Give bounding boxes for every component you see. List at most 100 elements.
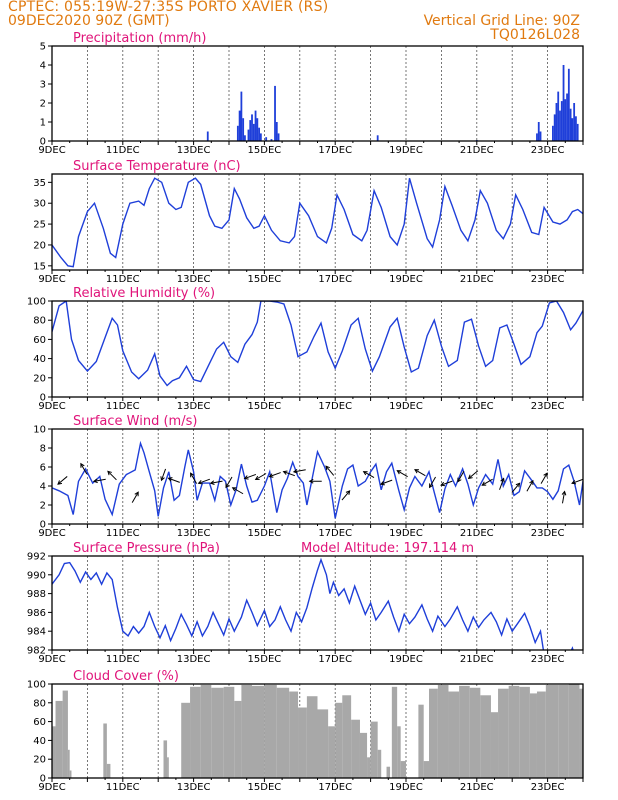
cloud-bar: [469, 687, 481, 778]
wind-arrow-head: [167, 477, 173, 482]
precip-bar: [258, 127, 260, 141]
wind-arrow-head: [457, 477, 462, 483]
cloud-bar: [234, 700, 242, 778]
wind-arrow-head: [362, 471, 368, 476]
cloud-bar: [167, 757, 169, 778]
wind-arrow-shaft: [440, 480, 453, 486]
x-tick-label: 11DEC: [106, 782, 140, 793]
wind-arrow-shaft: [499, 478, 505, 490]
wind-arrow-shaft: [190, 472, 198, 484]
wind-arrow: [243, 473, 257, 480]
precip-bar: [251, 114, 253, 141]
humidity-title: Relative Humidity (%): [73, 286, 215, 301]
wind-arrow-head: [571, 479, 577, 485]
x-tick-label: 23DEC: [531, 401, 565, 412]
x-tick-label: 23DEC: [531, 782, 565, 793]
cloud-bar: [241, 684, 253, 778]
y-tick-label: 100: [27, 297, 46, 308]
wind-arrow-shaft: [363, 471, 375, 479]
y-tick-label: 1: [40, 118, 46, 129]
wind-line: [52, 440, 583, 519]
cloud-bar: [276, 687, 290, 778]
y-tick-label: 80: [33, 316, 46, 327]
wind-arrow-head: [225, 483, 230, 489]
cloud-bar: [579, 688, 583, 778]
precip-bar: [576, 123, 579, 141]
temperature-data: [52, 177, 583, 268]
model-code: TQ0126L028: [490, 27, 580, 43]
x-tick-label: 21DEC: [460, 145, 494, 156]
cloud-bar: [568, 684, 580, 778]
wind-arrow-head: [57, 480, 63, 485]
humidity-line: [52, 301, 583, 387]
x-tick-label: 17DEC: [318, 654, 352, 665]
cloud-bar: [223, 686, 235, 778]
y-tick-label: 992: [27, 552, 46, 563]
precip-bar: [247, 129, 250, 141]
wind-arrow-shaft: [131, 491, 139, 503]
x-tick-label: 13DEC: [177, 528, 211, 539]
cloud-bar: [298, 707, 307, 778]
cloud-bar: [418, 704, 424, 778]
wind-arrow-shaft: [429, 476, 436, 488]
precip-bar: [254, 110, 257, 141]
wind-arrow-head: [467, 474, 473, 480]
precip-bar: [238, 110, 241, 141]
cloud-bar: [264, 684, 277, 778]
wind-arrow: [561, 490, 567, 504]
wind-frame: [51, 428, 584, 525]
wind-arrow-head: [243, 475, 249, 480]
precip-bar: [537, 122, 540, 141]
y-tick-label: 5: [40, 42, 46, 53]
y-tick-label: 0: [40, 520, 46, 531]
wind-arrow: [225, 476, 233, 489]
cloud-bar: [317, 709, 329, 778]
x-tick-label: 23DEC: [531, 145, 565, 156]
wind-arrow: [396, 470, 408, 478]
cloud-bar: [52, 726, 56, 778]
wind-title: Surface Wind (m/s): [73, 414, 197, 429]
cloud-bar: [342, 695, 352, 778]
cloud-bar: [55, 700, 63, 778]
y-tick-label: 80: [33, 698, 46, 709]
x-tick-label: 9DEC: [38, 401, 65, 412]
temperature-title: Surface Temperature (nC): [73, 159, 241, 174]
wind-arrow: [511, 482, 521, 493]
wind-arrow-shaft: [526, 480, 534, 492]
precip-bar: [564, 99, 567, 141]
wind-arrow-shaft: [107, 470, 117, 481]
y-tick-label: 100: [27, 680, 46, 691]
x-tick-label: 19DEC: [389, 528, 423, 539]
wind-arrow-head: [209, 480, 215, 485]
wind-arrow-shaft: [481, 478, 493, 486]
wind-arrow-shaft: [511, 482, 520, 493]
wind-arrow-shaft: [540, 472, 548, 484]
x-tick-label: 23DEC: [531, 528, 565, 539]
y-tick-label: 990: [27, 570, 46, 581]
y-tick-label: 0: [40, 774, 46, 785]
grid-line-note: Vertical Grid Line: 90Z: [423, 13, 580, 29]
x-tick-label: 15DEC: [248, 274, 282, 285]
wind-arrow-head: [92, 478, 98, 484]
wind-arrow-head: [80, 462, 85, 468]
precip-bar: [552, 125, 554, 141]
wind-arrow: [481, 478, 493, 486]
station-header: CPTEC: 055:19W-27:35S PORTO XAVIER (RS): [8, 0, 329, 15]
cloud-bar: [181, 702, 191, 778]
cloud-bar: [335, 702, 343, 778]
cloud-bar: [423, 761, 430, 778]
precip-bar: [259, 133, 262, 141]
wind-arrow-head: [190, 472, 195, 478]
x-tick-label: 19DEC: [389, 654, 423, 665]
wind-arrow-head: [268, 473, 274, 478]
wind-arrow: [325, 465, 335, 476]
wind-arrow: [440, 480, 453, 487]
precip-bar: [569, 108, 572, 141]
y-tick-label: 986: [27, 608, 46, 619]
wind-arrow-head: [231, 487, 237, 492]
cloud-bar: [498, 688, 509, 778]
cloud-bar: [377, 749, 382, 778]
y-tick-label: 6: [40, 463, 46, 474]
wind-arrow-head: [481, 481, 487, 486]
cloud-bar: [508, 685, 520, 778]
